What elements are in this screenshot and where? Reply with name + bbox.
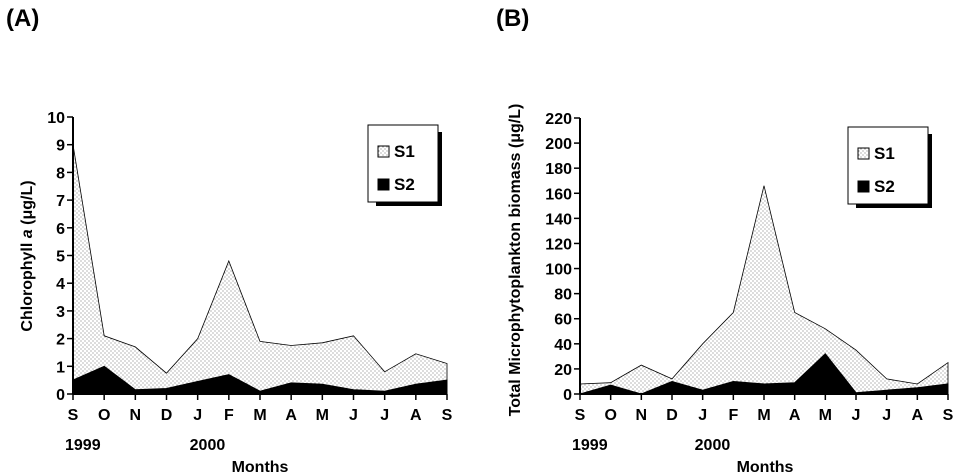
panel-a-legend-s2-label: S2	[394, 175, 415, 194]
panel-b-y-tick-label: 100	[545, 262, 572, 279]
panel-b-legend-s2-swatch	[857, 180, 870, 193]
panel-a-x-tick-label: O	[98, 407, 110, 424]
panel-b-legend-s2-label: S2	[874, 177, 895, 196]
panel-b-x-axis-title: Months	[737, 459, 794, 476]
panel-b-legend-s1-label: S1	[874, 144, 895, 163]
panel-a-y-tick-label: 6	[56, 221, 65, 238]
panel-a-x-tick-label: S	[68, 407, 79, 424]
panel-a-x-tick-label: A	[410, 407, 422, 424]
panel-a-area-s1	[72, 144, 448, 395]
panel-b-y-tick-label: 40	[554, 337, 572, 354]
panel-a-year-label: 2000	[190, 437, 226, 454]
panel-a-x-axis-title: Months	[232, 459, 289, 476]
panel-a-x-tick-label: S	[442, 407, 453, 424]
panel-a-x-tick-label: J	[349, 407, 358, 424]
panel-a-x-tick-label: M	[316, 407, 329, 424]
panel-a-y-tick-label: 3	[56, 304, 65, 321]
panel-a-x-tick-label: A	[285, 407, 297, 424]
panel-a-marks: 0 1 2 3 4 5 6 7 8 9 10 S O N D J F M A M J J A S 1999 2000	[47, 110, 452, 454]
panel-a-y-tick-label: 0	[56, 387, 65, 404]
panel-b-x-tick-label: O	[604, 407, 616, 424]
panel-b-label: (B)	[496, 5, 529, 32]
panel-b-x-tick-label: S	[575, 407, 586, 424]
panel-a-y-tick-label: 4	[56, 276, 65, 293]
panel-b-y-tick-label: 20	[554, 362, 572, 379]
panel-a-legend-s1-label: S1	[394, 142, 415, 161]
panel-a-x-tick-label: D	[161, 407, 173, 424]
panel-a-y-tick-label: 9	[56, 138, 65, 155]
panel-b-y-tick-label: 60	[554, 312, 572, 329]
panel-b-y-tick-label: 80	[554, 287, 572, 304]
panel-b-y-tick-label: 180	[545, 161, 572, 178]
panel-b-x-tick-label: S	[943, 407, 954, 424]
panel-b-y-axis-title: Total Microphytoplankton biomass (μg/L)	[507, 104, 524, 417]
panel-b-x-tick-label: A	[789, 407, 801, 424]
panel-b-x-tick-label: J	[882, 407, 891, 424]
panel-b-x-tick-label: J	[698, 407, 707, 424]
panel-b-x-tick-label: J	[852, 407, 861, 424]
panel-a-chart: (A) Chlorophyll a (μg/L) Months 0 1 2 3 4 5 6 7…	[6, 5, 453, 476]
panel-b-y-tick-label: 200	[545, 136, 572, 153]
panel-a-y-axis-title: Chlorophyll a (μg/L)	[19, 180, 36, 331]
panel-a-x-tick-label: N	[130, 407, 142, 424]
panel-b-area-s1	[579, 185, 949, 395]
panel-b-y-tick-label: 160	[545, 186, 572, 203]
panel-b-x-tick-label: M	[757, 407, 770, 424]
panel-b-year-label: 1999	[572, 437, 608, 454]
panel-b-x-tick-label: D	[666, 407, 678, 424]
panel-b-legend: S1 S2	[847, 126, 932, 208]
panel-a-x-tick-label: M	[253, 407, 266, 424]
panel-a-legend-s1-swatch	[377, 145, 390, 158]
panel-b-chart: (B) Total Microphytoplankton biomass (μg…	[496, 5, 954, 476]
panel-a-legend: S1 S2	[367, 124, 442, 206]
panel-b-x-tick-label: N	[636, 407, 648, 424]
panel-a-y-tick-label: 7	[56, 193, 65, 210]
panel-b-year-label: 2000	[695, 437, 731, 454]
panel-b-x-tick-label: F	[728, 407, 738, 424]
panel-a-x-tick-label: J	[380, 407, 389, 424]
panel-b-x-tick-label: A	[912, 407, 924, 424]
panel-a-x-tick-label: J	[193, 407, 202, 424]
panel-a-legend-s2-swatch	[377, 178, 390, 191]
panel-b-y-tick-label: 140	[545, 211, 572, 228]
panel-a-x-tick-label: F	[224, 407, 234, 424]
panel-b-y-tick-label: 220	[545, 111, 572, 128]
panel-a-y-tick-label: 1	[56, 359, 65, 376]
panel-a-label: (A)	[6, 5, 39, 32]
panel-a-y-tick-label: 8	[56, 165, 65, 182]
panel-a-y-tick-label: 2	[56, 332, 65, 349]
panel-a-area-s2	[72, 365, 448, 395]
panel-a-y-tick-label: 10	[47, 110, 65, 127]
panel-b-y-tick-label: 120	[545, 236, 572, 253]
panel-b-legend-s1-swatch	[857, 147, 870, 160]
panel-a-y-tick-label: 5	[56, 249, 65, 266]
panel-b-area-s2	[579, 353, 949, 395]
panel-b-x-tick-label: M	[819, 407, 832, 424]
panel-b-marks: 0 20 40 60 80 100 120 140 160 180 200 220 S O N D J F M A M J…	[545, 111, 953, 454]
panel-a-year-label: 1999	[65, 437, 101, 454]
panel-b-y-tick-label: 0	[563, 387, 572, 404]
